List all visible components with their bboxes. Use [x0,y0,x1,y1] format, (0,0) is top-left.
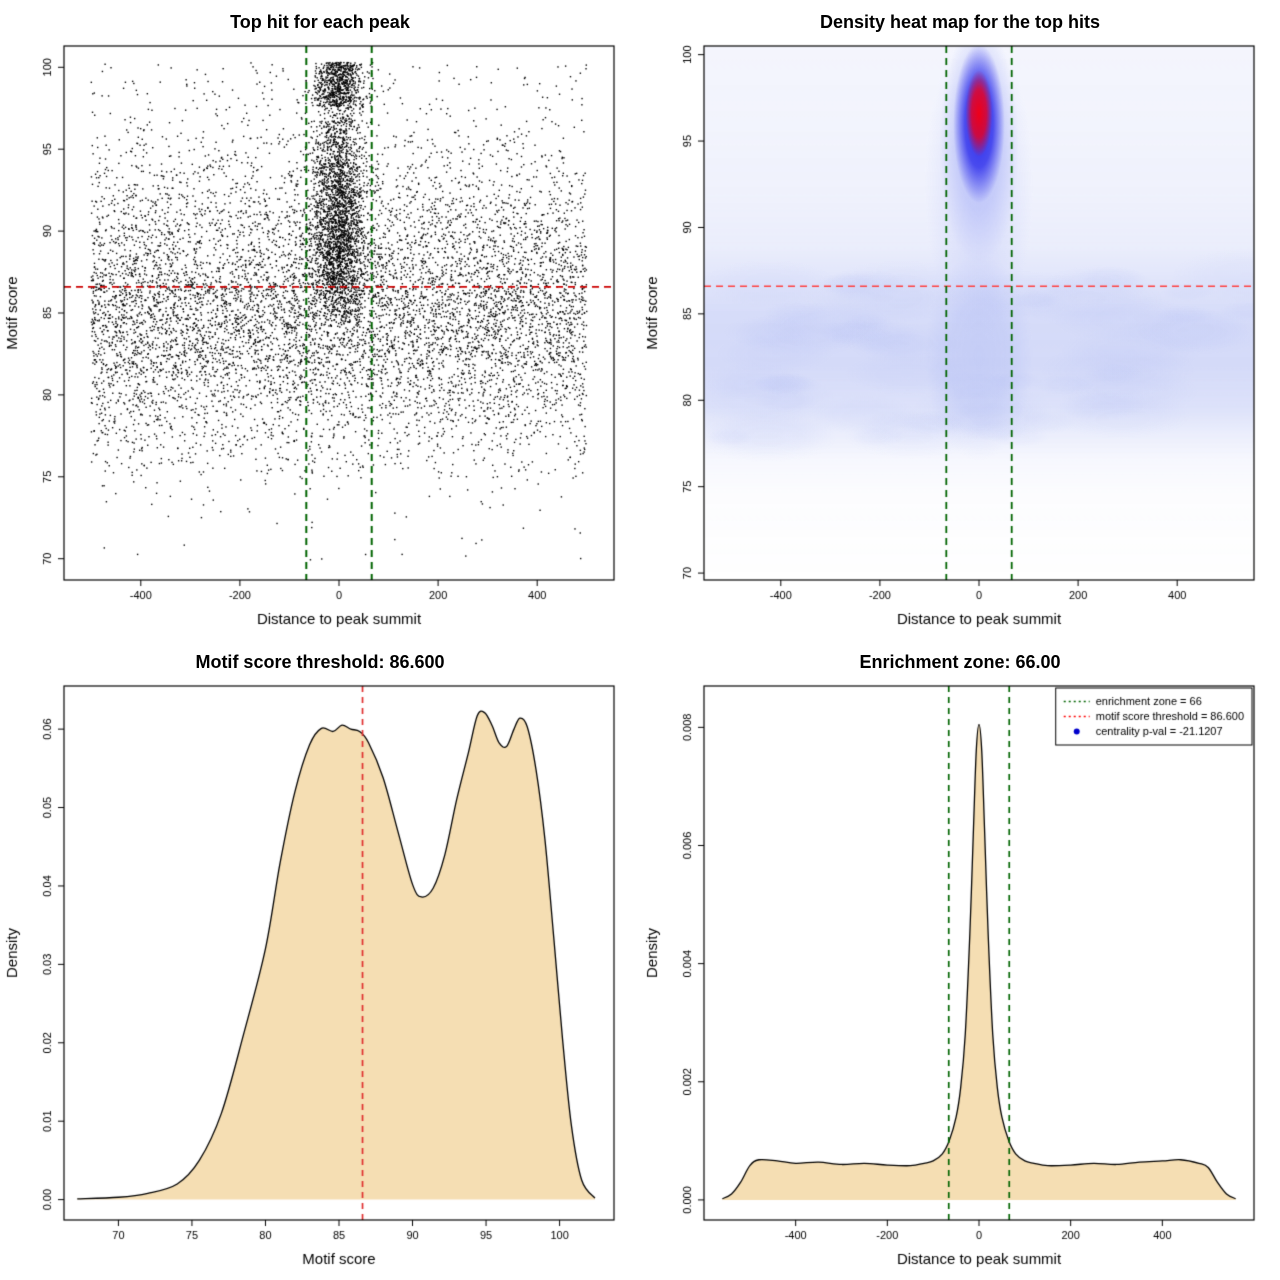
summit-distance-density-canvas [640,640,1280,1280]
top-hit-scatter-canvas [0,0,640,640]
panel-density-heatmap: Density heat map for the top hits [640,0,1280,640]
panel-motif-score-density: Motif score threshold: 86.600 [0,640,640,1280]
panel-summit-distance-density: Enrichment zone: 66.00 [640,640,1280,1280]
panel-top-hit-scatter: Top hit for each peak [0,0,640,640]
motif-score-density-canvas [0,640,640,1280]
density-heatmap-canvas [640,0,1280,640]
